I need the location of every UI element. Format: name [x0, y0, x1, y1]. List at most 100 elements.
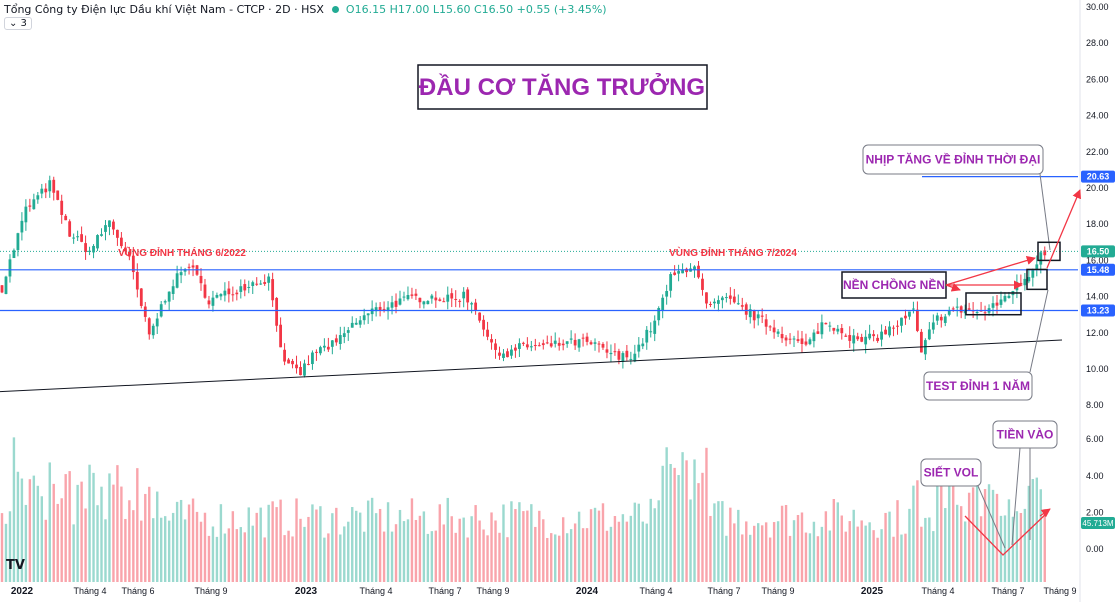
candle-body [1019, 282, 1023, 284]
volume-bar [88, 464, 91, 582]
price-tick-label: 14.00 [1086, 292, 1109, 302]
volume-bar [800, 512, 804, 582]
volume-bar [979, 516, 983, 582]
candle-body [410, 294, 414, 296]
candle-body [820, 322, 824, 335]
candle-body [72, 237, 76, 239]
candle-body [299, 366, 302, 376]
volume-bar [450, 516, 453, 582]
base-box-1 [965, 292, 1022, 316]
volume-bar [394, 524, 398, 582]
candle-body [943, 316, 947, 323]
volume-bar [442, 524, 445, 582]
candle-body [1043, 250, 1047, 256]
volume-bar [160, 517, 163, 582]
volume-bar [725, 535, 728, 582]
arrows [945, 189, 1081, 556]
volume-tick-label: 6.00 [1086, 434, 1104, 444]
ath-rally-pointer [1039, 173, 1051, 251]
candle-body [295, 364, 298, 369]
volume-bar [896, 500, 899, 582]
candle-body [880, 331, 883, 340]
candle-body [852, 335, 856, 344]
volume-bar [386, 502, 390, 582]
time-tick-label: Tháng 4 [73, 586, 106, 596]
symbol-title[interactable]: Tổng Công ty Điện lực Dầu khí Việt Nam -… [4, 3, 324, 16]
candle-body [32, 199, 36, 210]
volume-bar [577, 511, 581, 582]
candle-body [864, 336, 868, 345]
candle-body [498, 352, 501, 356]
candle-body [486, 329, 489, 337]
volume-bar [776, 521, 780, 582]
volume-bar [490, 512, 493, 582]
volume-bar [247, 507, 250, 582]
volume-bar [796, 515, 800, 582]
volume-bar [183, 519, 187, 582]
volume-bar [689, 499, 692, 582]
candle-body [163, 301, 167, 303]
candle-body [80, 234, 83, 242]
volume-bar [92, 472, 95, 582]
volume-bar [287, 530, 290, 582]
volume-bar [812, 521, 816, 582]
volume-bar [434, 530, 438, 582]
candle-body [693, 266, 696, 271]
volume-bar [215, 536, 219, 582]
candle-body [661, 297, 665, 311]
volume-bar [128, 500, 131, 582]
volume-bar [343, 526, 346, 582]
candle-body [514, 347, 517, 351]
candle-body [255, 283, 259, 285]
volume-bar [1023, 508, 1027, 582]
price-tick-label: 8.00 [1086, 400, 1104, 410]
volume-bar [438, 504, 441, 582]
volume-bar [370, 497, 374, 582]
indicator-toggle-button[interactable]: ⌄ 3 [4, 17, 32, 30]
price-tick-label: 12.00 [1086, 328, 1109, 338]
volume-bar [219, 504, 223, 582]
volume-bar [307, 516, 310, 582]
candle-body [947, 310, 951, 315]
test-high-box [923, 371, 1033, 401]
volume-bar [40, 496, 43, 582]
candle-body [88, 250, 91, 252]
candle-body [235, 292, 239, 295]
volume-bar [932, 531, 935, 582]
volume-bar [804, 532, 808, 582]
candle-body [768, 326, 772, 328]
candle-body [108, 220, 111, 227]
vol-squeeze-pointer [977, 485, 1006, 549]
level-label: 20.63 [1087, 172, 1110, 182]
volume-bar [593, 507, 597, 582]
candle-body [955, 306, 959, 308]
volume-bar [295, 498, 298, 582]
volume-bar [1007, 499, 1011, 582]
volume-bar [502, 504, 505, 582]
candle-body [641, 343, 645, 347]
volume-bar [418, 515, 422, 582]
volume-bar [303, 526, 306, 582]
candle-body [382, 308, 386, 310]
volume-bar [605, 530, 609, 582]
candle-body [414, 293, 418, 296]
volume-bar [0, 513, 4, 582]
candle-body [263, 282, 267, 284]
volume-bar [641, 521, 644, 582]
volume-bar [112, 484, 115, 582]
time-tick-label: Tháng 4 [359, 586, 392, 596]
time-tick-label: Tháng 7 [707, 586, 740, 596]
volume-bar [550, 533, 553, 582]
candle-body [279, 324, 282, 348]
candle-body [784, 337, 788, 341]
volume-bar [60, 498, 63, 582]
candle-body [923, 340, 927, 355]
candle-body [44, 188, 48, 193]
candle-body [856, 336, 860, 340]
market-status-dot-icon [332, 6, 340, 13]
time-tick-label: 2022 [11, 586, 34, 597]
candle-body [732, 296, 736, 303]
volume-bar [522, 511, 525, 582]
volume-bar [1039, 489, 1042, 582]
